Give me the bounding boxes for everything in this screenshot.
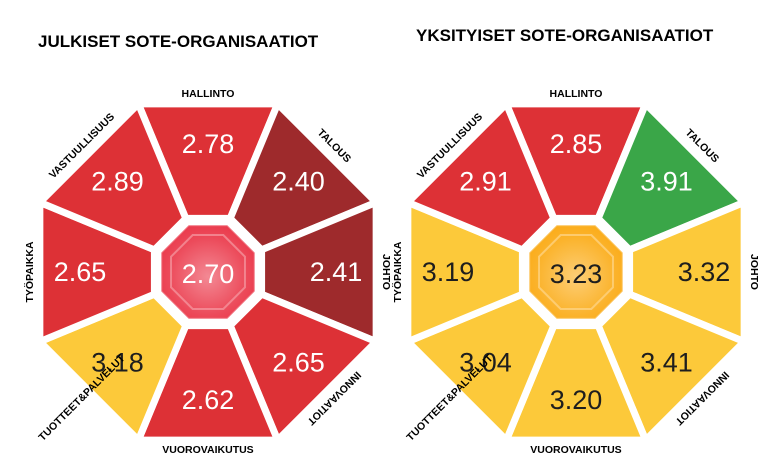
segment-value: 2.65 xyxy=(54,257,107,287)
category-label: TYÖPAIKKA xyxy=(23,241,36,302)
segment-value: 3.04 xyxy=(459,348,512,378)
segment-value: 2.85 xyxy=(550,129,603,159)
center-value: 3.23 xyxy=(550,259,603,289)
segment-value: 2.89 xyxy=(91,167,144,197)
category-label: HALLINTO xyxy=(550,88,603,100)
segment-value: 2.78 xyxy=(182,129,235,159)
segment-value: 2.91 xyxy=(459,167,512,197)
segment-value: 3.18 xyxy=(91,348,144,378)
right-panel-title: YKSITYISET SOTE-ORGANISAATIOT xyxy=(416,26,714,45)
category-label: JOHTO xyxy=(380,254,392,290)
center-octagon xyxy=(161,225,255,319)
segment-value: 3.32 xyxy=(678,257,731,287)
segment-value: 2.62 xyxy=(182,385,235,415)
segment-value: 3.41 xyxy=(640,348,693,378)
category-label: TYÖPAIKKA xyxy=(391,241,404,302)
segment-value: 2.40 xyxy=(272,167,325,197)
left-panel-title: JULKISET SOTE-ORGANISAATIOT xyxy=(38,32,319,51)
segment-value: 3.20 xyxy=(550,385,603,415)
center-octagon xyxy=(529,225,623,319)
segment-value: 2.65 xyxy=(272,348,325,378)
category-label: VUOROVAIKUTUS xyxy=(530,444,621,454)
center-value: 2.70 xyxy=(182,259,235,289)
segment-value: 3.19 xyxy=(422,257,475,287)
segment-vastuullisuus xyxy=(401,97,558,254)
segment-vastuullisuus xyxy=(33,97,190,254)
segment-value: 3.91 xyxy=(640,167,693,197)
category-label: JOHTO xyxy=(748,254,760,290)
segment-value: 2.41 xyxy=(310,257,363,287)
category-label: HALLINTO xyxy=(182,88,235,100)
category-label: VUOROVAIKUTUS xyxy=(162,444,253,454)
